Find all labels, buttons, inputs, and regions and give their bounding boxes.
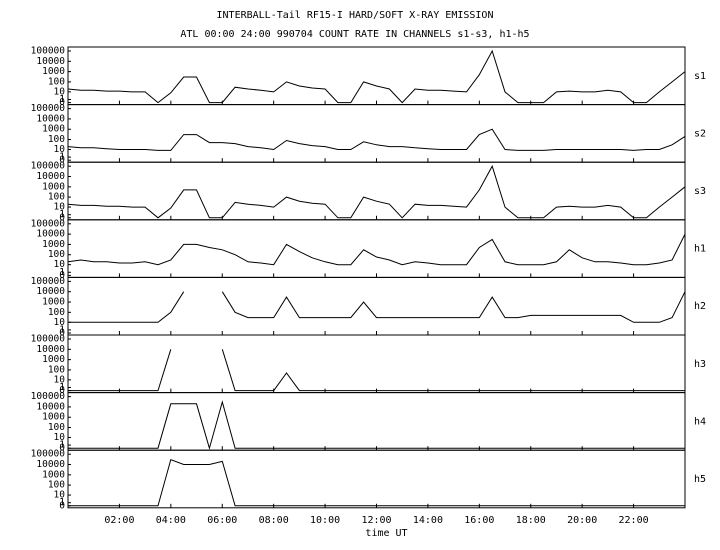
data-line — [67, 128, 686, 151]
panel-label: s2 — [694, 128, 706, 139]
y-tick-label: 1 — [59, 152, 65, 163]
y-tick-label: 0 — [59, 385, 65, 396]
panel-label: h1 — [694, 244, 706, 255]
y-tick-label: 1000 — [42, 66, 65, 77]
y-tick-label: 100 — [48, 364, 65, 375]
panel-label: h3 — [694, 359, 706, 370]
data-line — [68, 400, 685, 451]
y-tick-label: 1 — [59, 94, 65, 105]
y-tick-label: 10000 — [36, 401, 65, 412]
y-tick-label: 100 — [48, 134, 65, 145]
y-tick-label: 1 — [59, 209, 65, 220]
y-tick-label: 10 — [54, 144, 66, 155]
panel-label: s3 — [694, 186, 706, 197]
x-tick-label: 04:00 — [156, 515, 186, 526]
y-tick-label: 1 — [59, 267, 65, 278]
y-tick-label: 10 — [54, 259, 66, 270]
y-tick-label: 10 — [54, 86, 66, 97]
y-tick-label: 10000 — [36, 286, 65, 297]
data-line — [67, 49, 686, 104]
y-tick-label: 100 — [48, 307, 65, 318]
y-tick-label: 100 — [48, 76, 65, 87]
y-tick-label: 100000 — [31, 218, 66, 229]
y-tick-label: 100 — [48, 422, 65, 433]
x-tick-label: 16:00 — [464, 515, 494, 526]
y-tick-label: 10 — [54, 317, 66, 328]
y-tick-label: 10 — [54, 374, 66, 385]
y-tick-label: 10000 — [36, 344, 65, 355]
data-line — [68, 349, 685, 392]
y-tick-label: 100000 — [31, 391, 66, 402]
data-line — [68, 458, 685, 507]
y-tick-label: 100000 — [31, 161, 66, 172]
chart-subtitle: ATL 00:00 24:00 990704 COUNT RATE IN CHA… — [180, 29, 529, 40]
y-tick-label: 1 — [59, 382, 65, 393]
y-tick-label: 0 — [59, 328, 65, 339]
y-tick-label: 1000 — [42, 354, 65, 365]
y-tick-label: 10 — [54, 202, 66, 213]
panel-label: h5 — [694, 474, 706, 485]
y-tick-label: 10 — [54, 490, 66, 501]
y-tick-label: 1000 — [42, 297, 65, 308]
y-tick-label: 10000 — [36, 56, 65, 67]
y-tick-label: 0 — [59, 270, 65, 281]
y-tick-label: 100 — [48, 249, 65, 260]
y-tick-label: 1 — [59, 497, 65, 508]
x-tick-label: 18:00 — [516, 515, 546, 526]
data-line — [67, 164, 686, 219]
y-tick-label: 1000 — [42, 239, 65, 250]
x-tick-label: 02:00 — [104, 515, 134, 526]
y-tick-label: 100000 — [31, 103, 66, 114]
y-tick-label: 1 — [59, 324, 65, 335]
y-tick-label: 0 — [59, 212, 65, 223]
y-tick-label: 100000 — [31, 46, 66, 57]
y-tick-label: 1000 — [42, 124, 65, 135]
x-axis-label: time UT — [365, 528, 407, 539]
y-tick-label: 100000 — [31, 276, 66, 287]
x-tick-label: 12:00 — [361, 515, 391, 526]
y-tick-label: 0 — [59, 155, 65, 166]
panel-frame — [67, 449, 686, 509]
y-tick-label: 100 — [48, 192, 65, 203]
y-tick-label: 100 — [48, 480, 65, 491]
panel-label: s1 — [694, 71, 706, 82]
x-tick-label: 14:00 — [413, 515, 443, 526]
data-line — [67, 233, 686, 266]
x-tick-label: 22:00 — [619, 515, 649, 526]
y-tick-label: 1000 — [42, 181, 65, 192]
y-tick-label: 10000 — [36, 229, 65, 240]
x-tick-label: 08:00 — [259, 515, 289, 526]
y-tick-label: 100000 — [31, 449, 66, 460]
y-tick-label: 0 — [59, 500, 65, 511]
y-tick-label: 10 — [54, 432, 66, 443]
panel-label: h4 — [694, 416, 706, 427]
y-tick-label: 0 — [59, 443, 65, 454]
y-tick-label: 0 — [59, 97, 65, 108]
y-tick-label: 10000 — [36, 113, 65, 124]
y-tick-label: 1000 — [42, 469, 65, 480]
y-tick-label: 1000 — [42, 412, 65, 423]
x-tick-label: 06:00 — [207, 515, 237, 526]
y-tick-label: 100000 — [31, 334, 66, 345]
y-tick-label: 10000 — [36, 459, 65, 470]
x-tick-label: 10:00 — [310, 515, 340, 526]
y-tick-label: 10000 — [36, 171, 65, 182]
data-line — [68, 291, 686, 323]
y-tick-label: 1 — [59, 440, 65, 451]
panel-label: h2 — [694, 301, 706, 312]
chart-title: INTERBALL-Tail RF15-I HARD/SOFT X-RAY EM… — [217, 10, 494, 21]
x-tick-label: 20:00 — [567, 515, 597, 526]
